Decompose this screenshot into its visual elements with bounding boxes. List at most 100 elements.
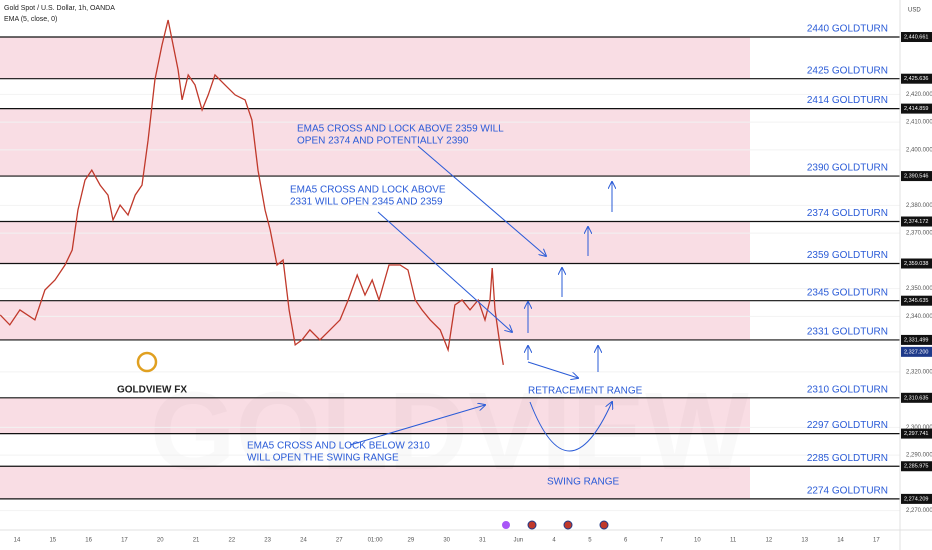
annotation: EMA5 CROSS AND LOCK ABOVE 2359 WILL	[297, 124, 504, 135]
watermark: GOLDVIEW	[150, 370, 749, 493]
price-label: 2,414.859	[904, 106, 928, 112]
y-tick-label: 2,420.000	[906, 92, 932, 98]
level-name: 2390 GOLDTURN	[807, 163, 888, 174]
x-tick-label: 6	[624, 538, 628, 544]
x-tick-label: 4	[552, 538, 556, 544]
y-tick-label: 2,290.000	[906, 453, 932, 459]
x-tick-label: 17	[873, 538, 880, 544]
x-tick-label: 14	[837, 538, 844, 544]
grid	[0, 93, 900, 512]
x-tick-label: 16	[85, 538, 92, 544]
zone	[0, 221, 750, 264]
level-name: 2331 GOLDTURN	[807, 327, 888, 338]
x-tick-label: 24	[300, 538, 307, 544]
level-name: 2414 GOLDTURN	[807, 95, 888, 106]
price-label: 2,374.172	[904, 219, 928, 225]
price-box	[901, 392, 932, 403]
zone	[0, 108, 750, 177]
x-tick-label: 14	[14, 538, 21, 544]
price-box	[901, 258, 932, 269]
y-tick-label: 2,410.000	[906, 120, 932, 126]
x-tick-label: 31	[479, 538, 486, 544]
x-tick-label: 27	[336, 538, 343, 544]
x-tick-label: 13	[801, 538, 808, 544]
y-tick-label: 2,370.000	[906, 231, 932, 237]
price-line	[0, 19, 504, 366]
logo-icon	[136, 351, 158, 373]
x-tick-label: 7	[660, 538, 664, 544]
price-label: 2,285.975	[904, 464, 928, 470]
level-name: 2310 GOLDTURN	[807, 384, 888, 395]
annotation: 2331 WILL OPEN 2345 AND 2359	[290, 197, 443, 208]
x-tick-label: 5	[588, 538, 592, 544]
price-label: 2,345.635	[904, 298, 928, 304]
price-box	[901, 103, 932, 114]
x-tick-label: 15	[49, 538, 56, 544]
price-box	[901, 493, 932, 504]
levels: 2440 GOLDTURN 2,440.661 2425 GOLDTURN 2,425…	[0, 24, 932, 504]
price-box	[901, 334, 932, 345]
price-box	[901, 32, 932, 43]
x-tick-label: 01:00	[368, 538, 384, 544]
price-label: 2,297.741	[904, 431, 928, 437]
annotation: RETRACEMENT RANGE	[528, 386, 643, 397]
price-box	[901, 461, 932, 472]
annotation: SWING RANGE	[547, 477, 620, 488]
y-tick-label: 2,300.000	[906, 425, 932, 431]
annotation: EMA5 CROSS AND LOCK BELOW 2310	[247, 441, 430, 452]
x-tick-label: 20	[157, 538, 164, 544]
y-tick-label: 2,270.000	[906, 508, 932, 514]
level-name: 2374 GOLDTURN	[807, 208, 888, 219]
x-tick-label: 23	[264, 538, 271, 544]
x-tick-label: 29	[408, 538, 415, 544]
price-box	[901, 216, 932, 227]
series	[0, 19, 504, 366]
price-box	[901, 73, 932, 84]
price-label: 2,425.636	[904, 76, 928, 82]
level-name: 2274 GOLDTURN	[807, 486, 888, 497]
price-label: 2,310.635	[904, 395, 928, 401]
price-label: 2,274.209	[904, 496, 928, 502]
arrows	[349, 145, 612, 452]
x-axis: 14 15 16 17 20 21 22 23 24 27 01:00 29 30 31 Jun 4 5 6 7 10…	[14, 538, 881, 544]
logo-text: GOLDVIEW FX	[117, 385, 187, 396]
zone	[0, 466, 750, 499]
x-tick-label: 21	[193, 538, 200, 544]
price-box	[901, 428, 932, 439]
current-price-label: 2,327.200	[904, 349, 928, 355]
x-tick-label: 17	[121, 538, 128, 544]
x-tick-label: 11	[730, 538, 737, 544]
price-label: 2,440.661	[904, 34, 928, 40]
annotation: OPEN 2374 AND POTENTIALLY 2390	[297, 136, 469, 147]
y-tick-label: 2,340.000	[906, 314, 932, 320]
zone	[0, 300, 750, 340]
y-axis: 2,420.000 2,410.000 2,400.000 2,380.000 2,37…	[906, 92, 932, 514]
y-tick-label: 2,380.000	[906, 203, 932, 209]
price-box	[901, 295, 932, 306]
logo: GOLDVIEW FX	[117, 351, 187, 396]
level-name: 2345 GOLDTURN	[807, 287, 888, 298]
y-tick-label: 2,400.000	[906, 147, 932, 153]
level-name: 2425 GOLDTURN	[807, 65, 888, 76]
current-price-box	[901, 346, 932, 357]
zone	[0, 37, 750, 79]
x-tick-label: 10	[694, 538, 701, 544]
x-tick-label: 30	[443, 538, 450, 544]
price-label: 2,331.499	[904, 337, 928, 343]
level-name: 2359 GOLDTURN	[807, 250, 888, 261]
price-box	[901, 171, 932, 182]
x-tick-label: 22	[229, 538, 236, 544]
price-label: 2,359.038	[904, 261, 928, 267]
annotation: WILL OPEN THE SWING RANGE	[247, 453, 399, 464]
chart-title: Gold Spot / U.S. Dollar, 1h, OANDA	[4, 5, 115, 12]
event-icons	[502, 520, 609, 530]
y-tick-label: 2,320.000	[906, 369, 932, 375]
price-label: 2,390.546	[904, 174, 928, 180]
annotation: EMA5 CROSS AND LOCK ABOVE	[290, 185, 446, 196]
y-tick-label: 2,350.000	[906, 286, 932, 292]
level-name: 2297 GOLDTURN	[807, 420, 888, 431]
currency: USD	[908, 8, 921, 14]
chart-subtitle: EMA (5, close, 0)	[4, 16, 57, 23]
level-name: 2285 GOLDTURN	[807, 453, 888, 464]
